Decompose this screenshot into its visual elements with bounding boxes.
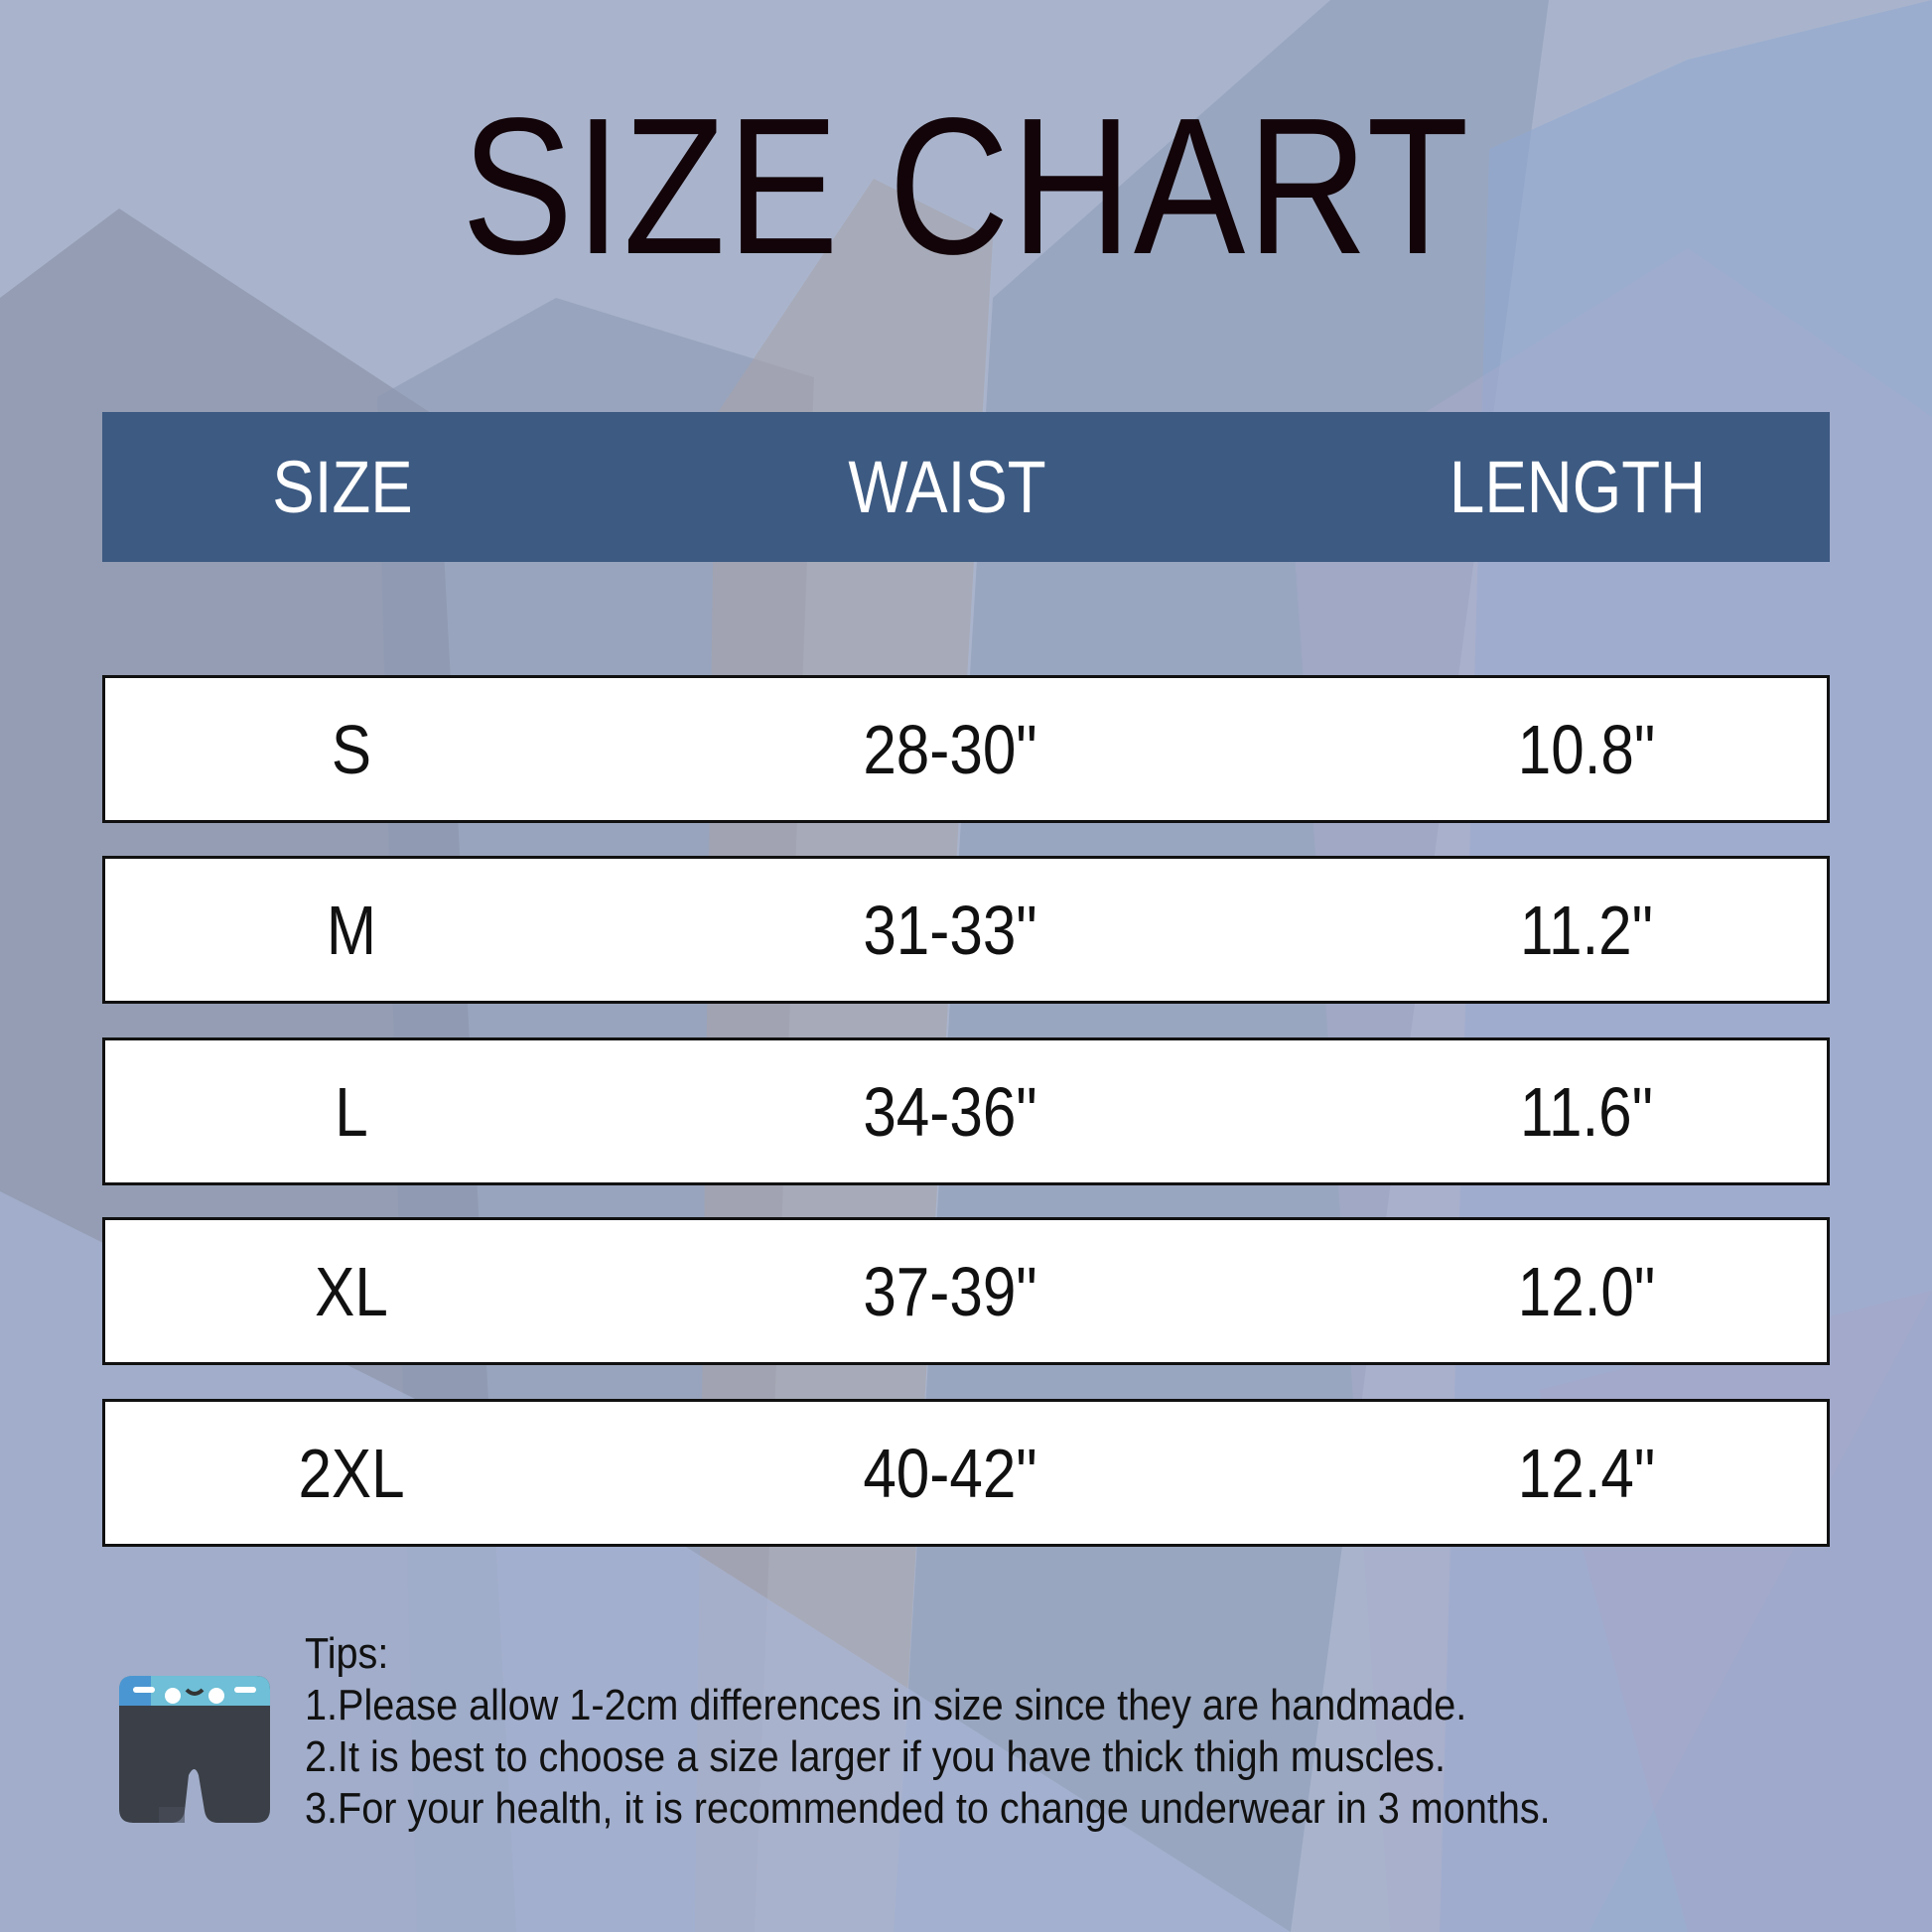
tips-heading: Tips: <box>305 1629 389 1678</box>
tips-section: Tips: 1.Please allow 1-2cm differences i… <box>305 1628 1551 1835</box>
table-row: XL 37-39" 12.0" <box>102 1217 1830 1365</box>
table-row: M 31-33" 11.2" <box>102 856 1830 1004</box>
cell-waist: 31-33" <box>863 892 1037 969</box>
tip-line: 3.For your health, it is recommended to … <box>305 1784 1551 1833</box>
tip-line: 2.It is best to choose a size larger if … <box>305 1732 1446 1781</box>
cell-waist: 37-39" <box>863 1253 1037 1330</box>
cell-length: 12.0" <box>1517 1253 1656 1330</box>
cell-length: 10.8" <box>1517 711 1656 788</box>
cell-size: XL <box>315 1253 388 1330</box>
tip-line: 1.Please allow 1-2cm differences in size… <box>305 1681 1467 1729</box>
cell-size: L <box>335 1073 368 1151</box>
table-row: 2XL 40-42" 12.4" <box>102 1399 1830 1547</box>
cell-waist: 34-36" <box>863 1073 1037 1151</box>
cell-size: 2XL <box>298 1435 405 1512</box>
cell-length: 12.4" <box>1517 1435 1656 1512</box>
cell-waist: 28-30" <box>863 711 1037 788</box>
page-title: SIZE CHART <box>461 77 1471 295</box>
header-length: LENGTH <box>1449 446 1707 528</box>
table-header: SIZE WAIST LENGTH <box>102 412 1830 562</box>
header-size: SIZE <box>272 446 413 528</box>
cell-length: 11.6" <box>1519 1073 1654 1151</box>
cell-size: M <box>326 892 377 969</box>
cell-size: S <box>331 711 372 788</box>
table-row: S 28-30" 10.8" <box>102 675 1830 823</box>
cell-waist: 40-42" <box>863 1435 1037 1512</box>
table-row: L 34-36" 11.6" <box>102 1037 1830 1185</box>
header-waist: WAIST <box>848 446 1046 528</box>
boxer-briefs-icon <box>119 1676 270 1823</box>
cell-length: 11.2" <box>1519 892 1654 969</box>
